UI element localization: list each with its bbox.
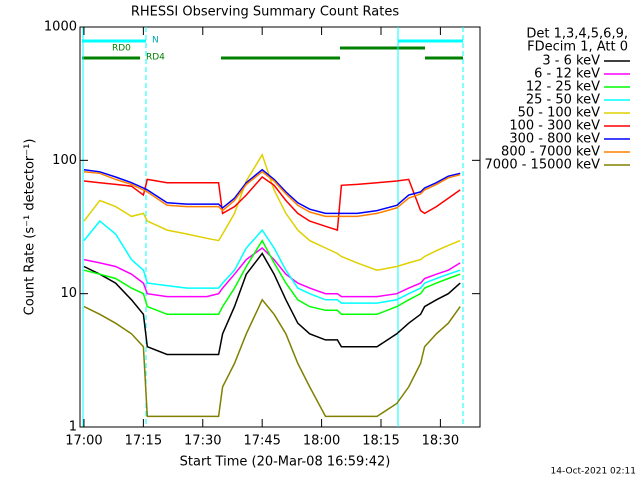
x-axis-label: Start Time (20-Mar-08 16:59:42)	[180, 455, 391, 470]
legend-label: 100 - 300 keV	[509, 119, 600, 134]
series-line	[83, 298, 461, 418]
legend-label: 12 - 25 keV	[526, 80, 600, 95]
legend-label: 3 - 6 keV	[542, 54, 600, 69]
y-tick-label: 1000	[44, 20, 77, 35]
annotation: RD4	[146, 53, 165, 63]
legend-label: 25 - 50 keV	[526, 93, 600, 108]
series-line	[83, 247, 461, 298]
y-tick-label: 10	[60, 286, 77, 301]
x-tick-label: 17:45	[243, 434, 280, 449]
legend-label: 300 - 800 keV	[509, 132, 600, 147]
legend-label: 50 - 100 keV	[518, 106, 601, 121]
series-line	[83, 220, 461, 304]
series-line	[83, 176, 461, 232]
x-tick-label: 17:30	[184, 434, 221, 449]
series-line	[83, 239, 461, 316]
x-tick-label: 18:15	[362, 434, 399, 449]
series-line	[83, 252, 461, 356]
annotation: RD0	[112, 44, 131, 54]
y-axis-label: Count Rate (s⁻¹ detector⁻¹)	[23, 139, 38, 316]
status-bars	[82, 39, 463, 60]
series-line	[83, 170, 461, 218]
plot-frame	[79, 26, 481, 428]
legend-label: 7000 - 15000 keV	[485, 158, 601, 173]
legend-header: Det 1,3,4,5,6,9,	[526, 27, 628, 42]
x-tick-label: 18:30	[422, 434, 459, 449]
x-tick-label: 17:00	[65, 434, 102, 449]
y-tick-label: 100	[52, 153, 77, 168]
annotation: N	[152, 36, 159, 46]
event-lines	[82, 27, 464, 427]
legend-label: 6 - 12 keV	[534, 67, 600, 82]
chart-title: RHESSI Observing Summary Count Rates	[131, 5, 400, 20]
legend-label: 800 - 7000 keV	[501, 145, 600, 160]
y-tick-label: 1	[69, 420, 77, 435]
x-tick-label: 18:00	[303, 434, 340, 449]
timestamp: 14-Oct-2021 02:11	[551, 467, 636, 477]
x-tick-label: 17:15	[125, 434, 162, 449]
legend-header: FDecim 1, Att 0	[527, 40, 628, 55]
series-line	[83, 168, 461, 215]
series-line	[83, 153, 461, 271]
